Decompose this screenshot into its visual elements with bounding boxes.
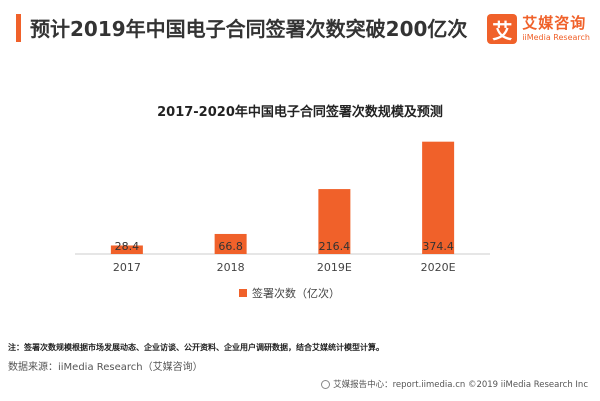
data-source: 数据来源：iiMedia Research（艾媒咨询） <box>8 362 203 373</box>
brand-logo: 艾 艾媒咨询 iiMedia Research <box>487 14 590 44</box>
bar-2018 <box>214 233 247 254</box>
bar-2017 <box>110 245 143 254</box>
x-tick-2017: 2017 <box>113 261 141 274</box>
x-tick-2019E: 2019E <box>317 261 352 274</box>
data-label-2017: 28.4 <box>115 240 140 253</box>
x-tick-2018: 2018 <box>217 261 245 274</box>
footer: 艾媒报告中心：report.iimedia.cn ©2019 iiMedia R… <box>321 378 588 390</box>
logo-name: 艾媒咨询 <box>522 14 587 32</box>
chart-title: 2017-2020年中国电子合同签署次数规模及预测 <box>157 105 443 120</box>
bar-2019E <box>318 189 351 254</box>
bar-chart: 28.4 2017 66.8 2018 216.4 2019E 374.4 2020E 签署次数… <box>75 141 490 300</box>
x-tick-2020E: 2020E <box>421 261 456 274</box>
bar-2020E <box>422 141 455 254</box>
report-center-icon <box>321 379 331 389</box>
page-title: 预计2019年中国电子合同签署次数突破200亿次 <box>30 17 468 41</box>
logo-english-name: iiMedia Research <box>522 33 590 42</box>
data-label-2020E: 374.4 <box>422 240 454 253</box>
title-accent-bar <box>16 14 21 42</box>
footer-text: 艾媒报告中心：report.iimedia.cn ©2019 iiMedia R… <box>333 380 588 390</box>
legend-swatch <box>239 289 247 297</box>
data-label-2018: 66.8 <box>218 240 243 253</box>
data-label-2019E: 216.4 <box>319 240 351 253</box>
logo-icon: 艾 <box>487 14 518 44</box>
footnote: 注：签署次数规模根据市场发展动态、企业访谈、公开资料、企业用户调研数据，结合艾媒… <box>8 343 384 352</box>
legend-label: 签署次数（亿次） <box>252 286 340 300</box>
